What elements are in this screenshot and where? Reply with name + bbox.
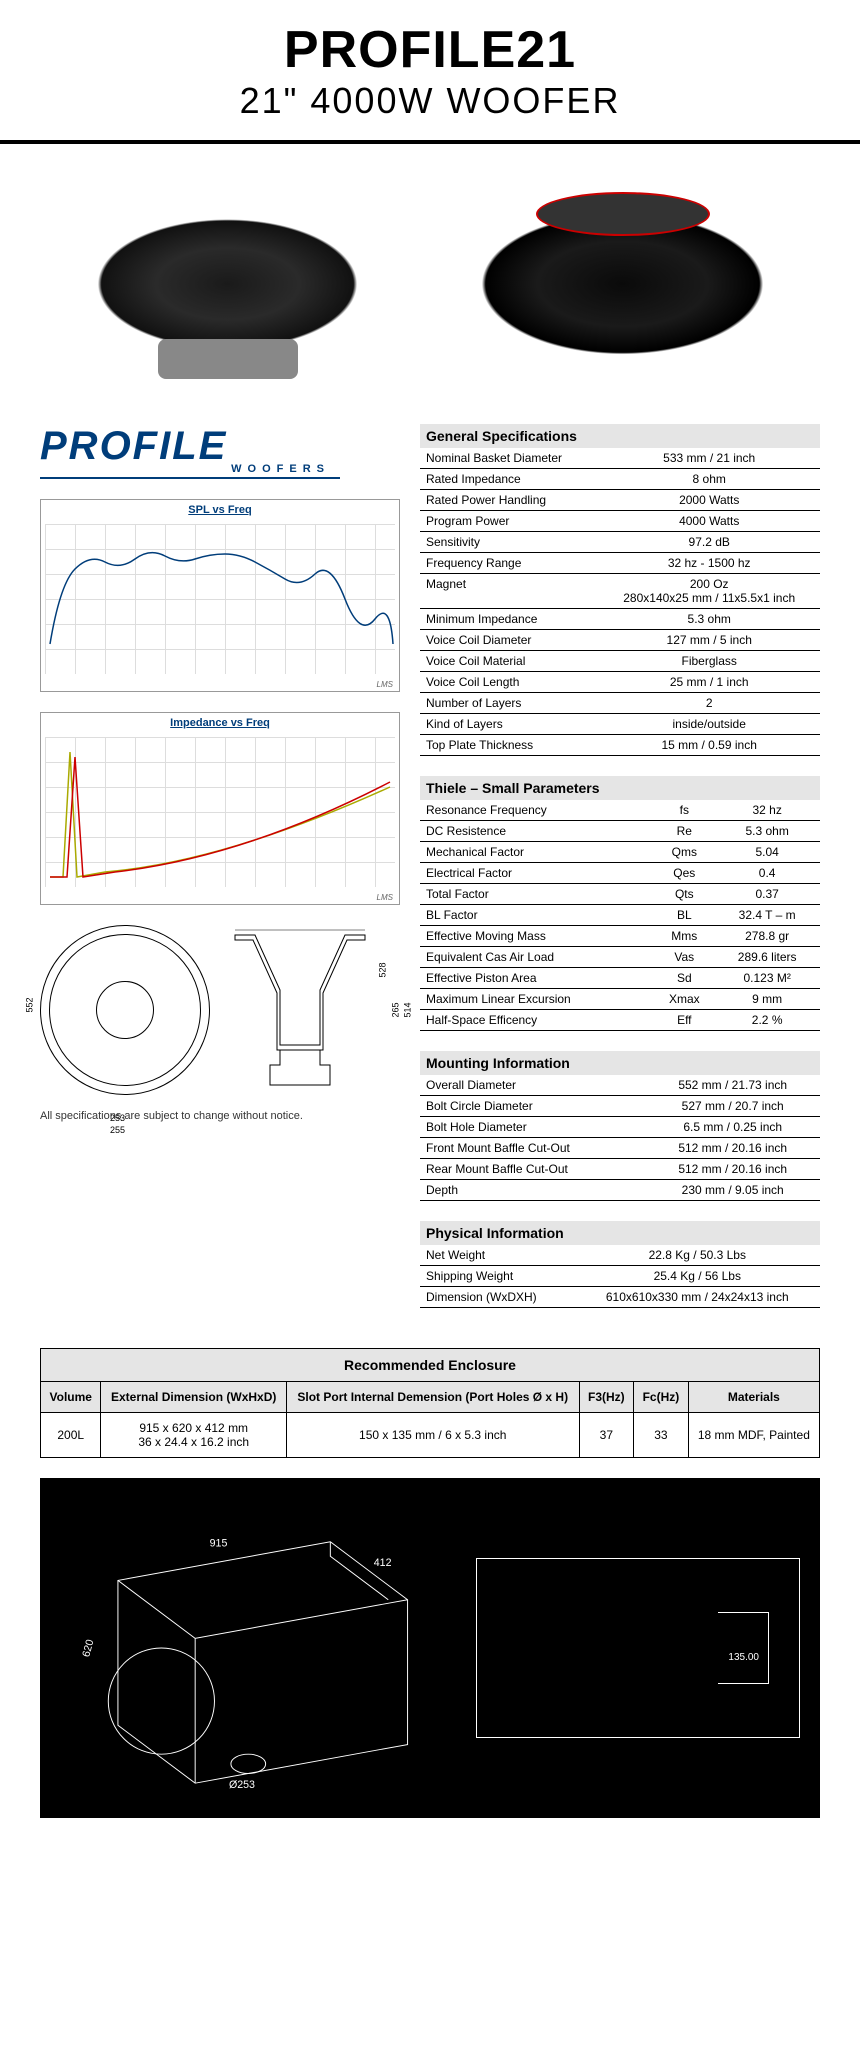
spec-row: Net Weight22.8 Kg / 50.3 Lbs — [420, 1245, 820, 1266]
spec-row: Voice Coil MaterialFiberglass — [420, 651, 820, 672]
spec-row: Effective Moving MassMms278.8 gr — [420, 926, 820, 947]
spec-row: Electrical FactorQes0.4 — [420, 863, 820, 884]
right-column: General Specifications Nominal Basket Di… — [420, 424, 820, 1328]
enclosure-3d-drawing: 915 620 412 Ø253 — [60, 1498, 446, 1798]
enclosure-table: Recommended Enclosure VolumeExternal Dim… — [40, 1348, 820, 1458]
general-specs-section: General Specifications Nominal Basket Di… — [420, 424, 820, 756]
enclosure-section: Recommended Enclosure VolumeExternal Dim… — [0, 1328, 860, 1468]
spec-row: Front Mount Baffle Cut-Out512 mm / 20.16… — [420, 1138, 820, 1159]
spec-row: Rated Power Handling2000 Watts — [420, 490, 820, 511]
technical-drawings: 552 253 255 528 265 514 — [40, 925, 400, 1095]
brand-logo: PROFILE WOOFERS — [40, 424, 340, 479]
spl-chart: SPL vs Freq LMS — [40, 499, 400, 692]
physical-section: Physical Information Net Weight22.8 Kg /… — [420, 1221, 820, 1308]
spec-row: Magnet200 Oz 280x140x25 mm / 11x5.5x1 in… — [420, 574, 820, 609]
spec-row: Shipping Weight25.4 Kg / 56 Lbs — [420, 1266, 820, 1287]
spec-row: Frequency Range32 hz - 1500 hz — [420, 553, 820, 574]
spec-row: Effective Piston AreaSd0.123 M² — [420, 968, 820, 989]
spec-row: Bolt Hole Diameter6.5 mm / 0.25 inch — [420, 1117, 820, 1138]
spec-row: Resonance Frequencyfs32 hz — [420, 800, 820, 821]
side-drawing: 528 265 514 — [225, 925, 375, 1095]
spec-row: Number of Layers2 — [420, 693, 820, 714]
product-title: PROFILE21 — [0, 20, 860, 80]
enclosure-2d-drawing: 135.00 — [476, 1558, 800, 1738]
svg-text:915: 915 — [210, 1538, 228, 1550]
spec-row: Mechanical FactorQms5.04 — [420, 842, 820, 863]
spec-row: Nominal Basket Diameter533 mm / 21 inch — [420, 448, 820, 469]
spec-row: Dimension (WxDXH)610x610x330 mm / 24x24x… — [420, 1287, 820, 1308]
front-drawing — [40, 925, 210, 1095]
spec-row: Program Power4000 Watts — [420, 511, 820, 532]
spec-row: Half-Space EfficencyEff2.2 % — [420, 1010, 820, 1031]
spec-row: Rated Impedance8 ohm — [420, 469, 820, 490]
spec-row: Bolt Circle Diameter527 mm / 20.7 inch — [420, 1096, 820, 1117]
woofer-rear-image — [425, 174, 820, 394]
spec-row: Rear Mount Baffle Cut-Out512 mm / 20.16 … — [420, 1159, 820, 1180]
spec-row: Kind of Layersinside/outside — [420, 714, 820, 735]
left-column: PROFILE WOOFERS SPL vs Freq LMS Impedanc… — [40, 424, 400, 1328]
svg-text:Ø253: Ø253 — [229, 1779, 255, 1791]
spec-row: Voice Coil Length25 mm / 1 inch — [420, 672, 820, 693]
thiele-section: Thiele – Small Parameters Resonance Freq… — [420, 776, 820, 1031]
enclosure-diagram: 915 620 412 Ø253 135.00 — [40, 1478, 820, 1818]
svg-text:620: 620 — [80, 1638, 96, 1658]
page-header: PROFILE21 21" 4000W WOOFER — [0, 0, 860, 132]
spec-row: Overall Diameter552 mm / 21.73 inch — [420, 1075, 820, 1096]
spec-row: Equivalent Cas Air LoadVas289.6 liters — [420, 947, 820, 968]
spec-row: Total FactorQts0.37 — [420, 884, 820, 905]
spec-row: Maximum Linear ExcursionXmax9 mm — [420, 989, 820, 1010]
spec-row: DC ResistenceRe5.3 ohm — [420, 821, 820, 842]
header-divider — [0, 140, 860, 144]
svg-text:412: 412 — [374, 1557, 392, 1569]
product-subtitle: 21" 4000W WOOFER — [0, 80, 860, 122]
spec-row: Depth230 mm / 9.05 inch — [420, 1180, 820, 1201]
woofer-front-image — [40, 174, 415, 394]
spec-row: BL FactorBL32.4 T – m — [420, 905, 820, 926]
spec-row: Sensitivity97.2 dB — [420, 532, 820, 553]
product-image-row — [0, 164, 860, 424]
spec-row: Minimum Impedance5.3 ohm — [420, 609, 820, 630]
spec-row: Voice Coil Diameter127 mm / 5 inch — [420, 630, 820, 651]
spec-row: Top Plate Thickness15 mm / 0.59 inch — [420, 735, 820, 756]
impedance-chart: Impedance vs Freq LMS — [40, 712, 400, 905]
disclaimer-text: All specifications are subject to change… — [40, 1110, 400, 1122]
mounting-section: Mounting Information Overall Diameter552… — [420, 1051, 820, 1201]
